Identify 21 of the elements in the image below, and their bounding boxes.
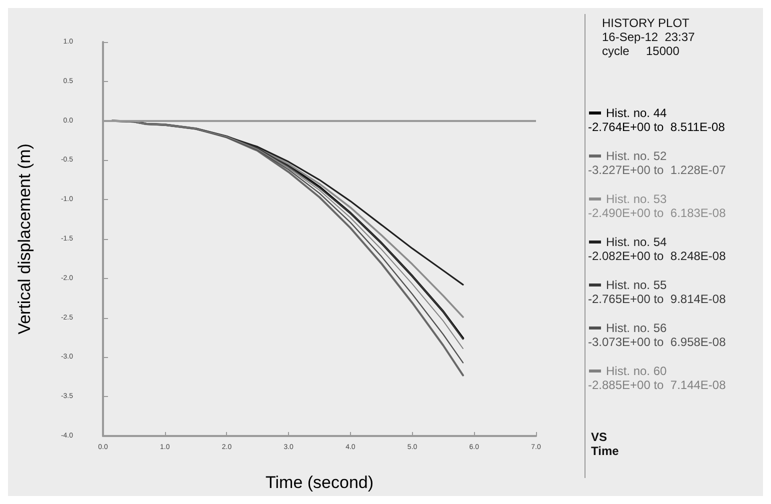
text: 16-Sep-12 23:37: [602, 30, 696, 44]
legend-label: Hist. no. 60: [606, 364, 668, 378]
text: -3.227E+00 to 1.228E-07: [588, 163, 726, 177]
text: -2.765E+00 to 9.814E-08: [588, 292, 726, 306]
text: cycle 15000: [602, 44, 680, 58]
text: -2.885E+00 to 7.144E-08: [588, 378, 726, 392]
text: -2.764E+00 to 8.511E-08: [588, 120, 726, 134]
x-axis-title: Time (second): [265, 473, 374, 492]
text: -3.073E+00 to 6.958E-08: [588, 335, 726, 349]
legend-label: Hist. no. 52: [606, 149, 668, 163]
y-axis-title: Vertical displacement (m): [15, 144, 34, 334]
legend-label: Hist. no. 56: [606, 321, 668, 335]
text: VS: [591, 430, 608, 444]
text: -2.082E+00 to 8.248E-08: [588, 249, 726, 263]
legend-label: Hist. no. 44: [606, 106, 668, 120]
text: -2.490E+00 to 6.183E-08: [588, 206, 726, 220]
text: HISTORY PLOT: [602, 16, 690, 30]
legend-label: Hist. no. 53: [606, 192, 668, 206]
legend-label: Hist. no. 54: [606, 235, 668, 249]
text: Time: [591, 444, 620, 458]
legend-label: Hist. no. 55: [606, 278, 668, 292]
